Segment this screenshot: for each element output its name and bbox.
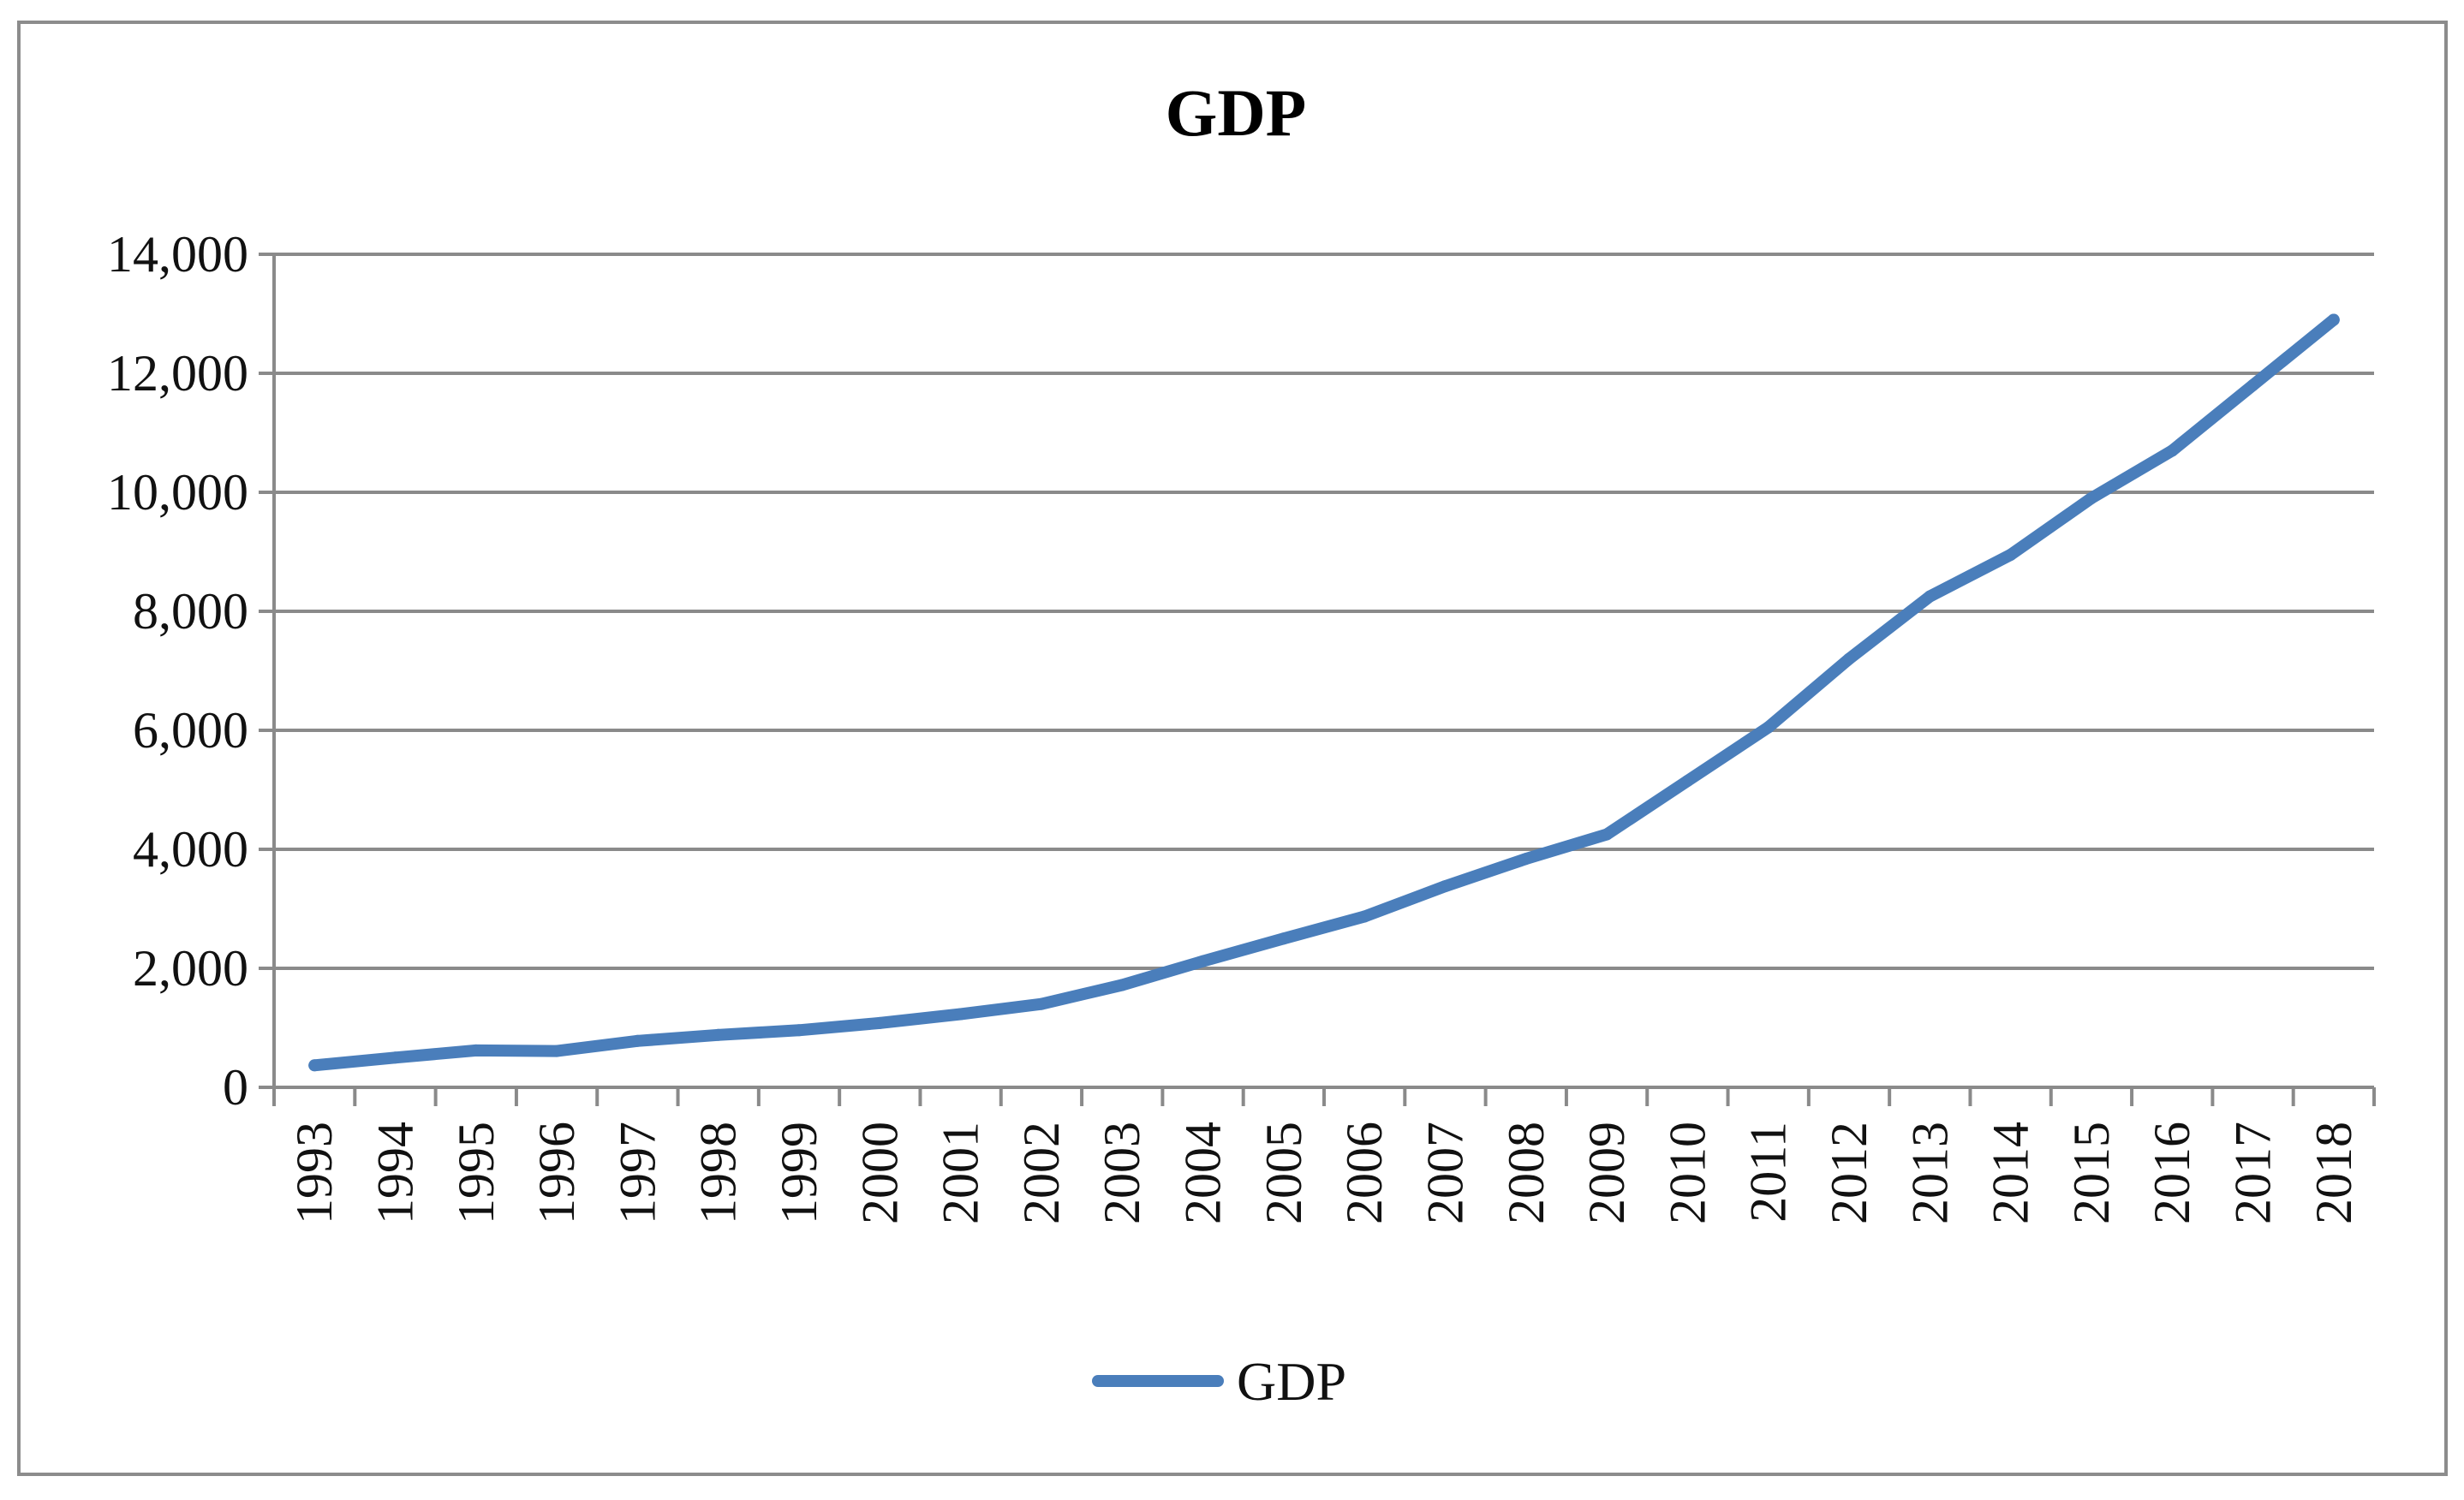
y-tick-label-10000: 10,000 [107, 464, 248, 521]
x-tick-label-2004: 2004 [1175, 1122, 1232, 1224]
data-point-2009 [1601, 828, 1614, 841]
y-tick-label-6000: 6,000 [133, 702, 248, 759]
data-point-1997 [631, 1034, 644, 1047]
data-point-2015 [2085, 491, 2097, 504]
data-point-1999 [793, 1024, 805, 1037]
data-point-2017 [2246, 378, 2259, 391]
chart-frame: GDP 0 2,000 4,000 6,000 8,000 10,000 12,000 14,… [17, 21, 2448, 1476]
x-tick-label-2010: 2010 [1659, 1122, 1715, 1224]
data-point-1993 [308, 1059, 321, 1072]
y-tick-label-0: 0 [223, 1059, 248, 1116]
x-tick-label-1996: 1996 [528, 1122, 585, 1224]
data-point-1998 [712, 1028, 725, 1041]
x-tick-label-2003: 2003 [1094, 1122, 1150, 1224]
x-axis-tick-labels: 1993 1994 1995 1996 1997 1998 1999 2000 2001 2002… [286, 1122, 2362, 1224]
gridlines [274, 253, 2374, 970]
data-point-2010 [1681, 775, 1694, 788]
legend: GDP [1092, 1351, 1346, 1412]
chart-title: GDP [1166, 75, 1307, 150]
series-layer [308, 313, 2340, 1072]
x-tick-label-2017: 2017 [2225, 1122, 2282, 1224]
x-tick-label-1994: 1994 [367, 1122, 423, 1224]
x-tick-label-2009: 2009 [1578, 1122, 1635, 1224]
data-point-2018 [2327, 313, 2340, 326]
x-tick-label-2008: 2008 [1498, 1122, 1554, 1224]
x-tick-label-1993: 1993 [286, 1122, 343, 1224]
y-tick-label-4000: 4,000 [133, 821, 248, 878]
y-tick-label-14000: 14,000 [107, 226, 248, 283]
x-tick-label-2001: 2001 [933, 1122, 989, 1224]
data-point-2007 [1439, 880, 1452, 893]
y-tick-label-12000: 12,000 [107, 345, 248, 402]
data-point-2013 [1924, 590, 1936, 603]
data-point-2006 [1358, 910, 1371, 923]
data-point-1996 [551, 1045, 564, 1057]
x-tick-label-2002: 2002 [1013, 1122, 1070, 1224]
data-point-2001 [954, 1008, 967, 1021]
y-tick-label-8000: 8,000 [133, 583, 248, 640]
data-point-2011 [1762, 721, 1775, 734]
data-point-2014 [2004, 549, 2017, 561]
x-tick-label-2014: 2014 [1983, 1122, 2039, 1224]
series-line-gdp [308, 313, 2340, 1072]
data-point-2002 [1035, 997, 1047, 1010]
data-point-2000 [874, 1016, 886, 1029]
x-tick-label-2011: 2011 [1740, 1122, 1797, 1223]
axes [259, 253, 2376, 1106]
x-tick-label-1998: 1998 [690, 1122, 747, 1224]
x-tick-label-1995: 1995 [448, 1122, 504, 1224]
y-tick-label-2000: 2,000 [133, 940, 248, 997]
x-tick-label-2016: 2016 [2144, 1122, 2200, 1224]
x-tick-label-2006: 2006 [1336, 1122, 1393, 1224]
data-point-1994 [389, 1051, 402, 1064]
gdp-line-chart: GDP 0 2,000 4,000 6,000 8,000 10,000 12,000 14,… [107, 75, 2376, 1412]
x-tick-label-2013: 2013 [1901, 1122, 1958, 1224]
x-tick-label-2005: 2005 [1256, 1122, 1312, 1224]
data-point-2012 [1843, 652, 1855, 665]
x-tick-label-2015: 2015 [2063, 1122, 2120, 1224]
data-point-2003 [1116, 979, 1129, 991]
y-axis-tick-labels: 0 2,000 4,000 6,000 8,000 10,000 12,000 14,000 [107, 226, 248, 1116]
x-tick-label-1997: 1997 [609, 1122, 665, 1224]
x-tick-label-2000: 2000 [851, 1122, 908, 1224]
data-point-2016 [2166, 444, 2179, 457]
x-tick-label-2012: 2012 [1821, 1122, 1877, 1224]
x-tick-label-2007: 2007 [1417, 1122, 1473, 1224]
legend-label-gdp: GDP [1237, 1351, 1346, 1412]
x-tick-label-1999: 1999 [771, 1122, 827, 1224]
data-point-2005 [1277, 932, 1290, 945]
data-point-2004 [1196, 955, 1209, 967]
x-tick-label-2018: 2018 [2306, 1122, 2362, 1224]
data-point-2008 [1519, 853, 1532, 866]
data-point-1995 [469, 1044, 482, 1057]
